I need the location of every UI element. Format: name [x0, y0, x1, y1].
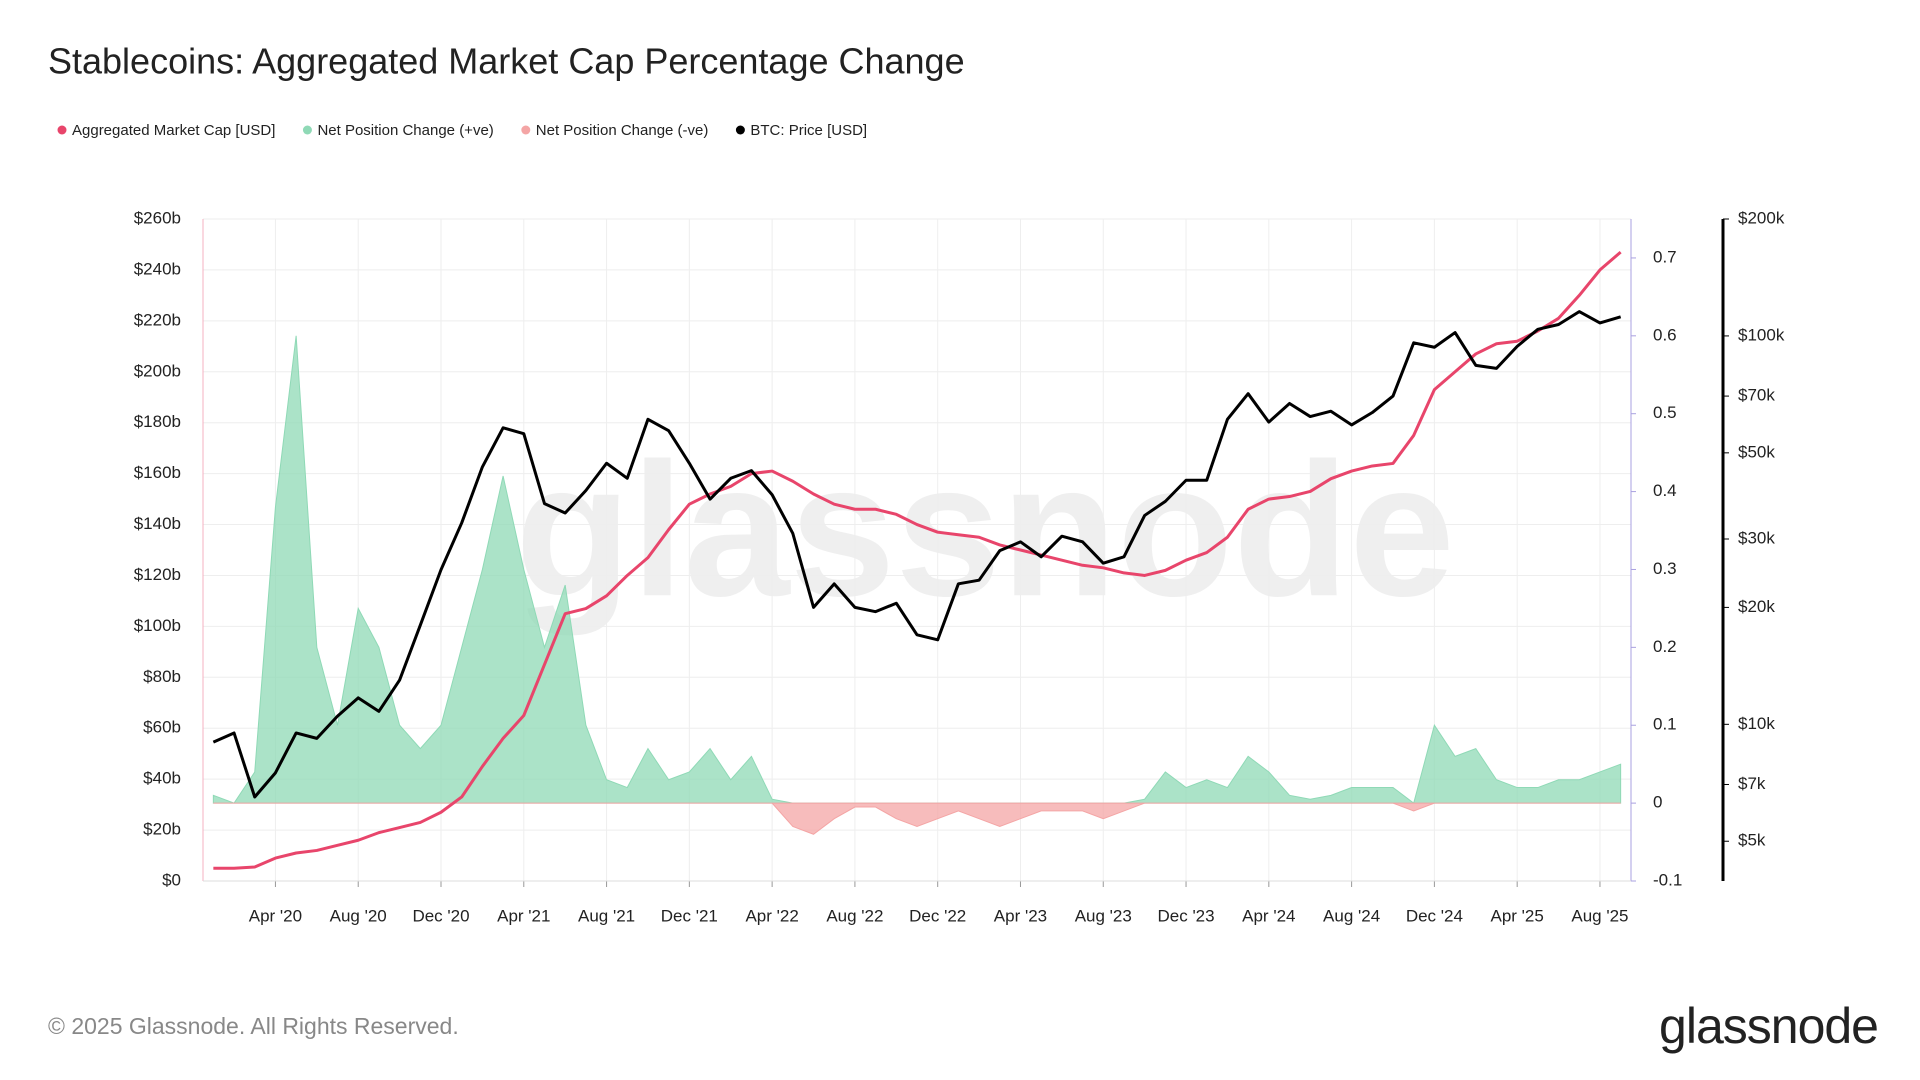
x-tick-label: Aug '25: [1571, 906, 1628, 925]
y3-tick-label: $100k: [1738, 325, 1785, 344]
line: [212, 310, 1622, 799]
legend-label: Net Position Change (+ve): [317, 122, 493, 139]
y-tick-label: $40b: [143, 769, 181, 788]
y2-tick-label: 0.3: [1653, 559, 1677, 578]
y2-tick-label: 0.7: [1653, 247, 1677, 266]
legend-marker: [521, 125, 531, 135]
x-tick-label: Apr '20: [249, 906, 302, 925]
y3-tick-label: $10k: [1738, 714, 1775, 733]
x-tick-label: Apr '25: [1491, 906, 1544, 925]
legend-label: BTC: Price [USD]: [750, 122, 867, 139]
x-tick-label: Apr '24: [1242, 906, 1295, 925]
y-tick-label: $200b: [134, 361, 181, 380]
legend-marker: [302, 125, 312, 135]
x-tick-label: Aug '24: [1323, 906, 1380, 925]
y2-tick-label: 0.6: [1653, 325, 1677, 344]
legend-label: Aggregated Market Cap [USD]: [72, 122, 275, 139]
y-tick-label: $100b: [134, 616, 181, 635]
y-tick-label: $240b: [134, 259, 181, 278]
y-tick-label: $220b: [134, 310, 181, 329]
y-tick-label: $180b: [134, 412, 181, 431]
y-tick-label: $60b: [143, 718, 181, 737]
y3-tick-label: $50k: [1738, 442, 1775, 461]
y2-tick-label: 0.5: [1653, 403, 1677, 422]
x-tick-label: Aug '23: [1075, 906, 1132, 925]
y-tick-label: $80b: [143, 667, 181, 686]
y-tick-label: $120b: [134, 565, 181, 584]
x-tick-label: Aug '21: [578, 906, 635, 925]
y2-tick-label: 0: [1653, 793, 1662, 812]
y-tick-label: $260b: [134, 208, 181, 227]
y2-tick-label: -0.1: [1653, 870, 1682, 889]
y3-tick-label: $20k: [1738, 597, 1775, 616]
x-tick-label: Aug '20: [330, 906, 387, 925]
y3-tick-label: $200k: [1738, 208, 1785, 227]
legend-marker: [735, 125, 745, 135]
x-tick-label: Apr '23: [994, 906, 1047, 925]
legend-marker: [57, 125, 67, 135]
x-tick-label: Dec '20: [412, 906, 469, 925]
logo: glassnode: [1659, 998, 1878, 1054]
chart-title: Stablecoins: Aggregated Market Cap Perce…: [48, 41, 965, 82]
x-tick-label: Dec '23: [1157, 906, 1214, 925]
x-tick-label: Apr '21: [497, 906, 550, 925]
y-tick-label: $0: [162, 870, 181, 889]
x-tick-label: Apr '22: [745, 906, 798, 925]
y2-tick-label: 0.1: [1653, 715, 1677, 734]
y2-tick-label: 0.2: [1653, 637, 1677, 656]
x-tick-label: Dec '22: [909, 906, 966, 925]
y-tick-label: $140b: [134, 514, 181, 533]
y-tick-label: $160b: [134, 463, 181, 482]
x-tick-label: Dec '21: [661, 906, 718, 925]
x-tick-label: Dec '24: [1406, 906, 1463, 925]
legend-label: Net Position Change (-ve): [536, 122, 709, 139]
x-tick-label: Aug '22: [826, 906, 883, 925]
y3-tick-label: $7k: [1738, 774, 1766, 793]
line: [213, 250, 1622, 870]
y3-tick-label: $5k: [1738, 831, 1766, 850]
watermark: glassnode: [515, 424, 1455, 636]
copyright: © 2025 Glassnode. All Rights Reserved.: [48, 1013, 459, 1039]
y3-tick-label: $70k: [1738, 386, 1775, 405]
y-tick-label: $20b: [143, 820, 181, 839]
y3-tick-label: $30k: [1738, 528, 1775, 547]
y2-tick-label: 0.4: [1653, 481, 1677, 500]
